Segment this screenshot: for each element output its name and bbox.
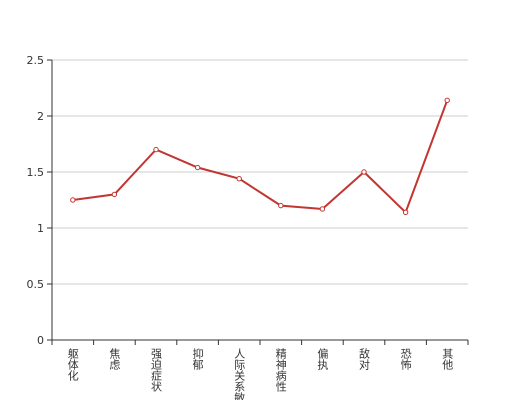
point — [111, 191, 118, 198]
point — [444, 97, 450, 104]
x-tick-label: 强迫症状 — [150, 348, 163, 392]
x-tick-label: 敌对 — [358, 347, 371, 370]
x-tick-label: 躯体化 — [66, 348, 79, 382]
point — [153, 146, 159, 153]
y-tick-label: 1.5 — [27, 166, 45, 179]
x-tick-label: 偏执 — [316, 347, 329, 371]
point — [236, 176, 242, 182]
point — [194, 164, 201, 171]
y-tick-label: 0.5 — [27, 278, 45, 291]
y-tick-label: 1 — [37, 222, 44, 235]
y-tick-label: 0 — [37, 334, 44, 347]
x-tick-label: 精神病性 — [274, 348, 287, 393]
point — [319, 206, 326, 212]
point — [402, 209, 409, 216]
point — [361, 169, 367, 175]
x-tick-label: 其他 — [441, 348, 454, 370]
y-tick-label: 2 — [37, 110, 44, 123]
x-tick-label: 恐怖 — [399, 348, 412, 370]
line — [72, 99, 449, 215]
x-tick-label: 抑郁 — [191, 347, 204, 370]
point — [278, 202, 284, 209]
point — [70, 197, 76, 203]
x-tick-label: 焦虑 — [108, 348, 121, 370]
y-tick-label: 2.5 — [27, 54, 45, 67]
x-tick-label: 人际关系敏感 — [233, 348, 246, 400]
